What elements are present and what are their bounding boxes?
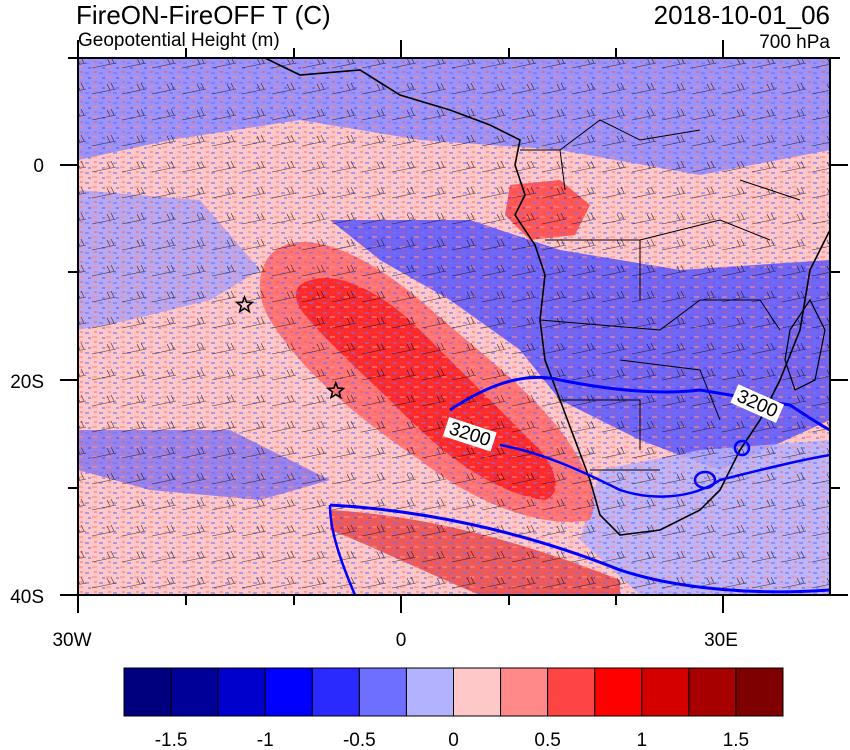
colorbar: -1.5 -1 -0.5 0 0.5 1 1.5 bbox=[123, 667, 784, 750]
contour-3200-south bbox=[499, 443, 830, 498]
plot-frame bbox=[77, 57, 831, 596]
markers-layer bbox=[234, 294, 346, 400]
colorbar-swatch bbox=[311, 667, 360, 717]
madagascar bbox=[784, 298, 826, 391]
colorbar-label: -1 bbox=[257, 730, 274, 750]
lat-ticks bbox=[60, 57, 848, 596]
star-1-marker bbox=[234, 294, 255, 314]
colorbar-swatch bbox=[405, 667, 454, 717]
colorbar-swatch bbox=[641, 667, 690, 717]
colorbar-label: 1 bbox=[636, 730, 647, 750]
lon-label-30e: 30E bbox=[704, 630, 738, 651]
colorbar-swatch bbox=[170, 667, 219, 717]
lat-label-20s: 20S bbox=[10, 372, 44, 393]
contour-3200-main bbox=[449, 375, 830, 432]
lon-label-30w: 30W bbox=[52, 630, 91, 651]
lon-label-0: 0 bbox=[396, 630, 407, 651]
lat-label-40s: 40S bbox=[10, 587, 44, 608]
plot-title: FireON-FireOFF T (C) bbox=[76, 0, 331, 30]
colorbar-label: 0 bbox=[448, 730, 459, 750]
colorbar-swatch bbox=[123, 667, 172, 717]
colorbar-label: 0.5 bbox=[534, 730, 560, 750]
map-plot-area: 3200 3200 bbox=[78, 58, 830, 595]
lat-label-0: 0 bbox=[33, 156, 44, 177]
contour-islands bbox=[693, 439, 751, 490]
contour-west bbox=[328, 504, 357, 595]
colorbar-swatch bbox=[358, 667, 407, 717]
colorbar-swatch bbox=[735, 667, 784, 717]
colorbar-label: -0.5 bbox=[343, 730, 376, 750]
country-borders bbox=[520, 119, 801, 471]
colorbar-swatch bbox=[547, 667, 596, 717]
colorbar-swatch bbox=[264, 667, 313, 717]
contour-lower bbox=[329, 503, 830, 594]
coastline-africa bbox=[264, 58, 830, 536]
colorbar-label: 1.5 bbox=[723, 730, 749, 750]
lon-ticks bbox=[77, 40, 724, 613]
plot-datetime: 2018-10-01_06 bbox=[653, 0, 830, 30]
colorbar-swatch bbox=[453, 667, 502, 717]
star-2-marker bbox=[326, 380, 346, 400]
colorbar-swatch bbox=[217, 667, 266, 717]
colorbar-label: -1.5 bbox=[155, 730, 188, 750]
colorbar-swatch bbox=[500, 667, 549, 717]
colorbar-swatch bbox=[594, 667, 643, 717]
colorbar-swatch bbox=[688, 667, 737, 717]
pressure-level: 700 hPa bbox=[759, 32, 830, 53]
plot-subtitle: Geopotential Height (m) bbox=[78, 30, 280, 51]
